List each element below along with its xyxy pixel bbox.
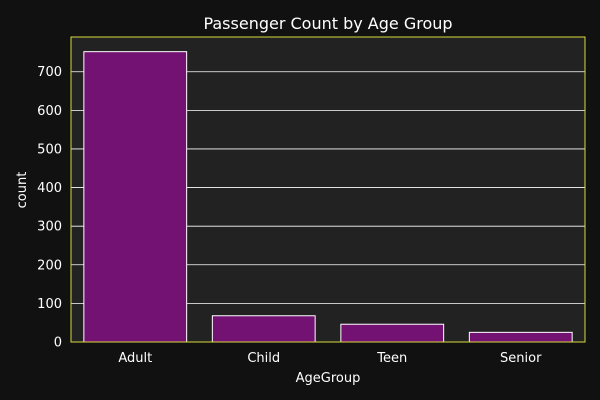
- x-tick-label: Teen: [376, 351, 407, 366]
- y-tick-label: 100: [37, 297, 62, 312]
- x-tick-label: Senior: [500, 351, 542, 366]
- x-tick-label: Child: [247, 351, 280, 366]
- y-tick-label: 400: [37, 181, 62, 196]
- bar-teen: [340, 323, 445, 343]
- x-tick-label: Adult: [118, 351, 152, 366]
- bar-adult: [83, 51, 188, 343]
- x-tick-labels: Adult Child Teen Senior: [118, 351, 542, 366]
- y-axis-label: count: [15, 172, 30, 209]
- bar-child: [211, 315, 316, 343]
- y-tick-label: 300: [37, 220, 62, 235]
- y-tick-label: 500: [37, 142, 62, 157]
- y-tick-label: 700: [37, 65, 62, 80]
- y-tick-label: 600: [37, 104, 62, 119]
- y-tick-label: 200: [37, 258, 62, 273]
- y-tick-label: 0: [54, 336, 62, 351]
- chart-title: Passenger Count by Age Group: [203, 14, 452, 33]
- x-axis-label: AgeGroup: [296, 371, 361, 386]
- bar-senior: [468, 331, 573, 343]
- bars: [83, 51, 573, 343]
- axes-frame: [70, 36, 586, 343]
- y-tick-labels: 0 100 200 300 400 500 600 700: [37, 65, 62, 350]
